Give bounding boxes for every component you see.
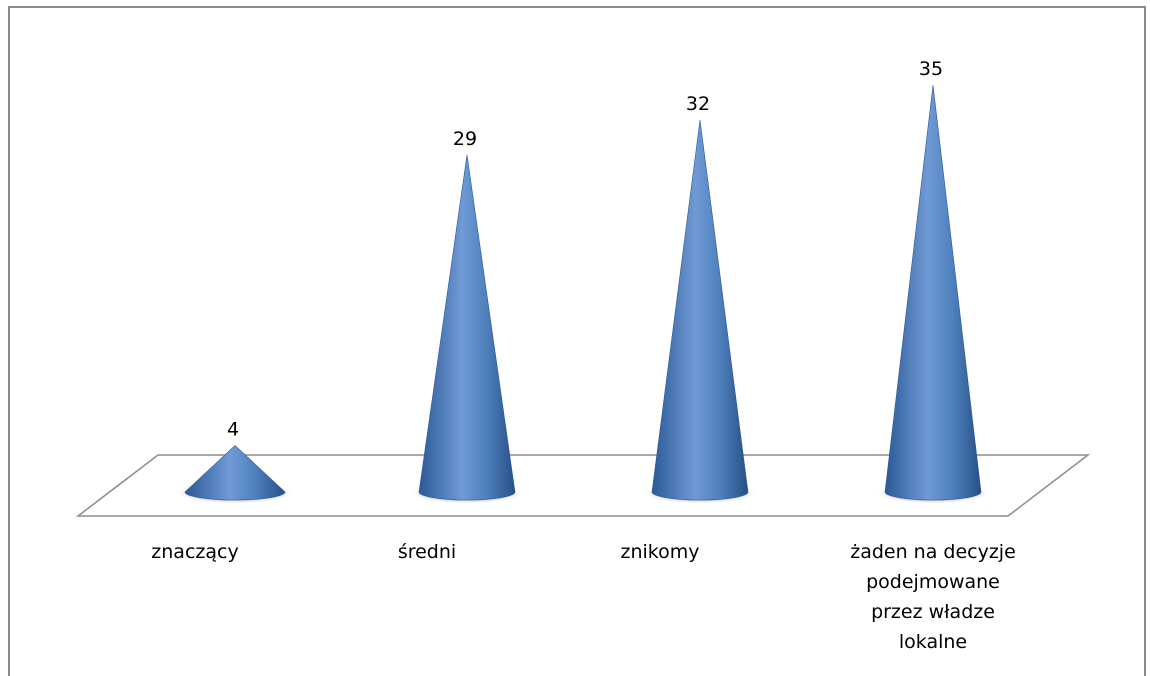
category-label: średni <box>398 541 456 563</box>
category-label: znikomy <box>621 541 700 563</box>
marks-layer <box>175 84 991 504</box>
category-label: znaczący <box>151 541 238 563</box>
labels-layer: 4 znaczący 29 średni 32 znikomy 35 żaden na dec… <box>151 58 1015 653</box>
category-label: żaden na decyzje podejmowane przez władze l… <box>850 541 1016 653</box>
cone-bar <box>184 445 286 501</box>
chart-floor <box>75 454 1091 517</box>
cone-bar <box>651 119 749 501</box>
data-label: 4 <box>227 418 239 440</box>
data-label: 35 <box>919 58 943 80</box>
data-label: 32 <box>686 93 710 115</box>
cone-bar <box>418 154 516 501</box>
data-label: 29 <box>453 128 477 150</box>
cone-bar <box>884 84 982 501</box>
